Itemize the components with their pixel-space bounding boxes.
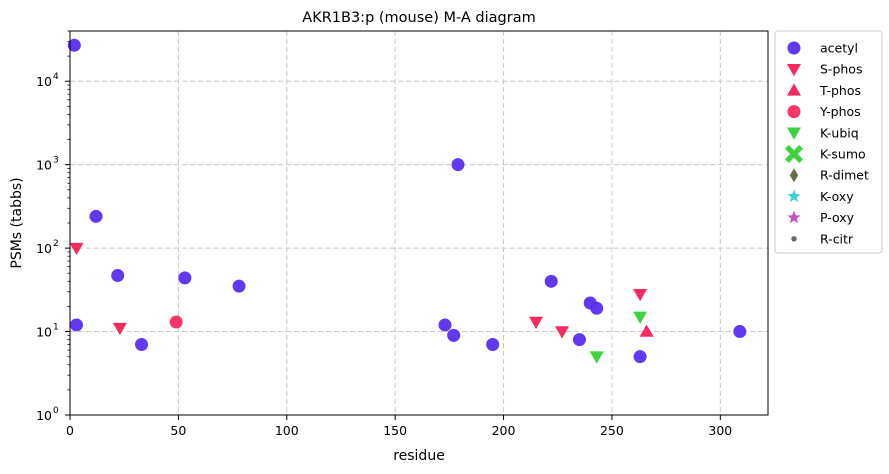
y-tick-label: 10 bbox=[36, 408, 52, 423]
data-point-acetyl bbox=[70, 318, 84, 332]
legend-marker bbox=[784, 144, 804, 164]
data-point-k-ubiq bbox=[633, 311, 648, 324]
data-point-acetyl bbox=[438, 318, 452, 332]
data-point-acetyl bbox=[633, 350, 647, 364]
legend-marker bbox=[787, 63, 801, 77]
x-tick-label: 50 bbox=[170, 423, 186, 438]
legend-label: R-dimet bbox=[820, 168, 869, 183]
data-point-acetyl bbox=[89, 209, 103, 223]
y-tick-label: 10 bbox=[36, 74, 52, 89]
data-point-s-phos bbox=[112, 322, 127, 336]
legend-marker bbox=[787, 105, 801, 119]
x-tick-label: 250 bbox=[600, 423, 624, 438]
data-point-s-phos bbox=[529, 316, 544, 330]
data-point-acetyl bbox=[733, 325, 747, 339]
data-point-acetyl bbox=[232, 279, 246, 293]
chart-title: AKR1B3:p (mouse) M-A diagram bbox=[302, 10, 535, 26]
x-tick-label: 150 bbox=[383, 423, 407, 438]
legend-frame bbox=[774, 30, 883, 254]
data-point-acetyl bbox=[590, 301, 604, 315]
plot-frame bbox=[69, 30, 769, 416]
y-tick-label: 10 bbox=[36, 158, 52, 173]
y-tick-exponent: 2 bbox=[53, 239, 59, 249]
data-points bbox=[67, 38, 747, 364]
legend-label: Y-phos bbox=[819, 104, 861, 119]
y-tick-exponent: 3 bbox=[53, 156, 59, 166]
data-point-acetyl bbox=[544, 274, 558, 288]
legend-marker bbox=[787, 127, 801, 140]
y-tick-label: 10 bbox=[36, 241, 52, 256]
y-axis-label: PSMs (tabbs) bbox=[9, 177, 25, 268]
data-point-s-phos bbox=[633, 288, 648, 302]
legend-marker bbox=[787, 189, 801, 203]
legend-marker bbox=[787, 41, 801, 55]
data-point-acetyl bbox=[135, 337, 149, 351]
data-point-acetyl bbox=[572, 333, 586, 347]
data-point-s-phos bbox=[555, 326, 570, 339]
legend: acetyl S-phos T-phos Y-phos K-ubiq K-sumo R-di… bbox=[774, 30, 883, 254]
y-tick-exponent: 1 bbox=[53, 323, 59, 333]
grid bbox=[70, 31, 768, 415]
data-point-acetyl bbox=[178, 271, 192, 285]
x-tick-label: 100 bbox=[275, 423, 299, 438]
data-point-acetyl bbox=[67, 38, 81, 52]
data-point-acetyl bbox=[111, 268, 125, 282]
legend-label: P-oxy bbox=[820, 210, 855, 225]
data-point-acetyl bbox=[486, 337, 500, 351]
legend-label: K-ubiq bbox=[820, 125, 859, 140]
x-axis-label: residue bbox=[393, 448, 445, 464]
data-point-t-phos bbox=[639, 324, 654, 337]
y-tick-label: 10 bbox=[36, 325, 52, 340]
legend-label: K-sumo bbox=[820, 147, 866, 162]
data-point-y-phos bbox=[169, 315, 183, 329]
data-point-acetyl bbox=[447, 328, 461, 342]
data-point-k-ubiq bbox=[589, 351, 604, 364]
legend-marker bbox=[787, 83, 801, 96]
legend-marker bbox=[791, 236, 797, 242]
legend-label: R-citr bbox=[820, 231, 854, 246]
legend-marker bbox=[787, 210, 801, 224]
data-point-s-phos bbox=[69, 242, 84, 256]
legend-label: S-phos bbox=[820, 62, 862, 77]
x-tick-label: 0 bbox=[66, 423, 74, 438]
legend-label: acetyl bbox=[820, 41, 858, 56]
x-tick-label: 300 bbox=[708, 423, 732, 438]
x-tick-label: 200 bbox=[492, 423, 516, 438]
legend-marker bbox=[789, 168, 799, 183]
data-point-acetyl bbox=[451, 158, 465, 172]
y-tick-exponent: 0 bbox=[53, 406, 59, 416]
legend-label: K-oxy bbox=[820, 189, 854, 204]
y-tick-exponent: 4 bbox=[53, 72, 59, 82]
legend-label: T-phos bbox=[819, 83, 861, 98]
